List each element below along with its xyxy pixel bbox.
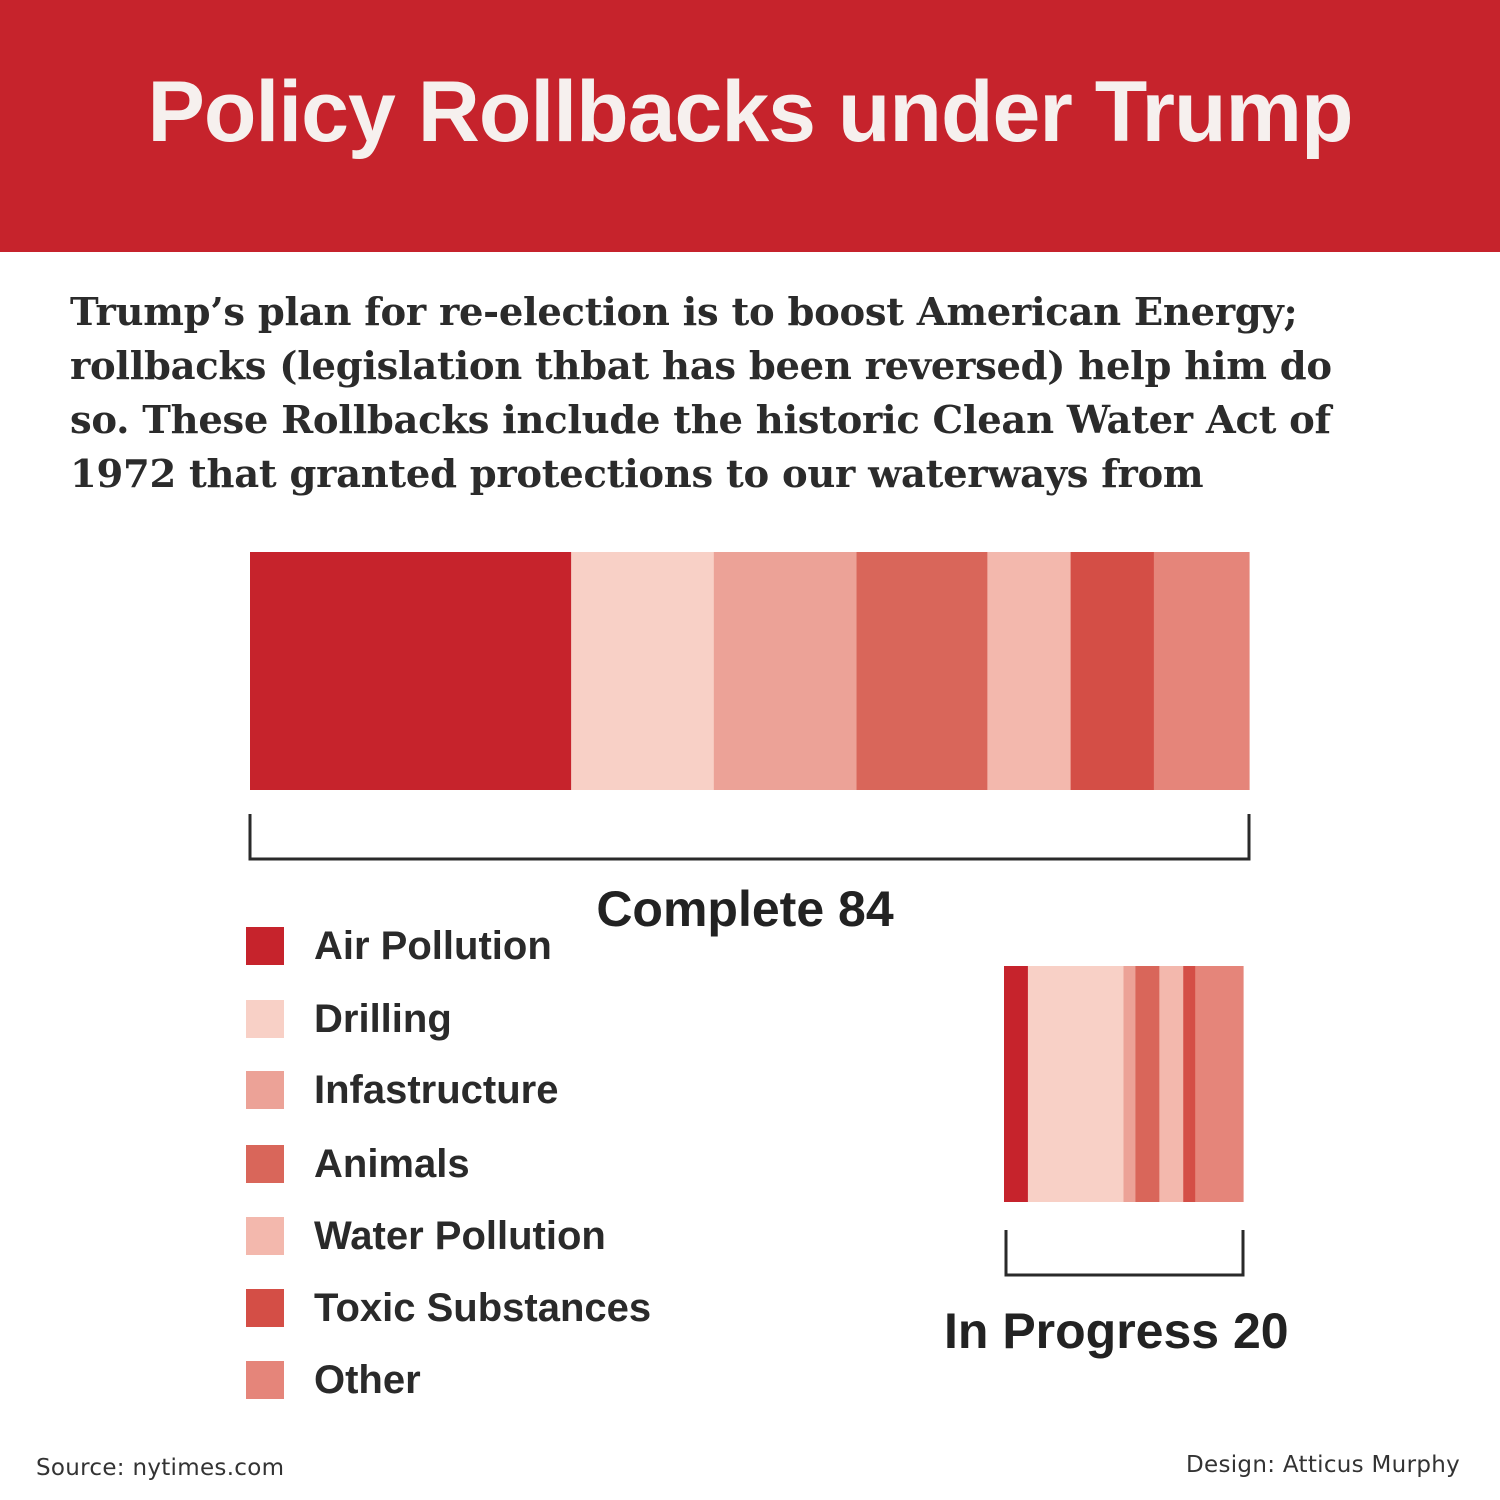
legend-item: Air Pollution (246, 923, 552, 968)
intro-paragraph: Trump’s plan for re-election is to boost… (70, 290, 1332, 497)
in-progress-segment-other (1195, 966, 1244, 1202)
legend-item: Toxic Substances (246, 1285, 652, 1330)
legend-swatch (246, 1145, 284, 1183)
in-progress-segment-animals (1135, 966, 1160, 1202)
complete-segment-infastructure (713, 552, 858, 790)
complete-segment-other (1153, 552, 1250, 790)
legend-swatch (246, 1000, 284, 1038)
legend-swatch (246, 1361, 284, 1399)
in-progress-segment-toxic-substances (1183, 966, 1196, 1202)
legend-item: Animals (246, 1141, 470, 1186)
page-title: Policy Rollbacks under Trump (147, 63, 1354, 160)
legend-label: Animals (314, 1141, 470, 1186)
legend-label: Air Pollution (314, 923, 552, 968)
legend-swatch (246, 1289, 284, 1327)
complete-bar (250, 552, 1250, 790)
legend-swatch (246, 1217, 284, 1255)
complete-segment-toxic-substances (1070, 552, 1155, 790)
legend-label: Drilling (314, 996, 452, 1041)
in-progress-segment-air-pollution (1004, 966, 1029, 1202)
in-progress-segment-drilling (1027, 966, 1125, 1202)
complete-label: Complete 84 (596, 881, 894, 937)
complete-segment-animals (856, 552, 988, 790)
complete-segment-air-pollution (250, 552, 572, 790)
in-progress-bar (1004, 966, 1244, 1202)
legend-label: Infastructure (314, 1067, 559, 1112)
complete-bracket (248, 814, 1251, 861)
in-progress-label: In Progress 20 (944, 1303, 1289, 1359)
in-progress-segment-water-pollution (1159, 966, 1184, 1202)
legend-item: Water Pollution (246, 1213, 606, 1258)
complete-segment-water-pollution (987, 552, 1072, 790)
designer-credit: Design: Atticus Murphy (1186, 1452, 1461, 1478)
legend-label: Toxic Substances (314, 1285, 652, 1330)
legend-label: Other (314, 1357, 421, 1402)
in-progress-segment-infastructure (1123, 966, 1137, 1202)
legend-item: Other (246, 1357, 421, 1402)
legend-item: Infastructure (246, 1067, 559, 1112)
legend-item: Drilling (246, 996, 452, 1041)
legend-label: Water Pollution (314, 1213, 606, 1258)
in-progress-bracket (1004, 1230, 1245, 1277)
source-credit: Source: nytimes.com (36, 1455, 285, 1481)
title-banner: Policy Rollbacks under Trump (0, 0, 1500, 252)
complete-segment-drilling (571, 552, 715, 790)
legend-swatch (246, 1071, 284, 1109)
legend-swatch (246, 927, 284, 965)
